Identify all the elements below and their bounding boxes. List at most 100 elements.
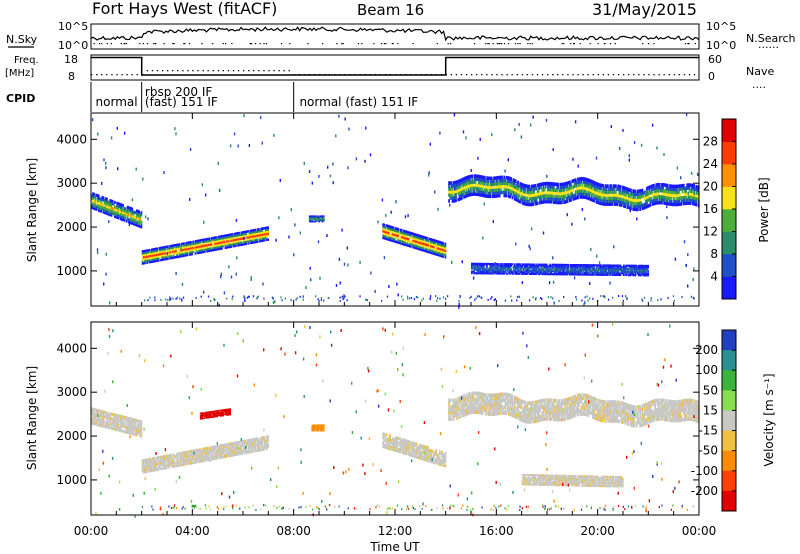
echo-cell — [614, 267, 617, 270]
echo-cell — [602, 273, 605, 276]
echo-cell — [132, 219, 135, 223]
echo-cell — [178, 253, 181, 256]
nsky-panel: N.Sky 10^5 10^0 10^5 10^0 N.Search .....… — [6, 20, 796, 52]
echo-cell — [236, 445, 238, 448]
echo-cell — [494, 194, 496, 198]
echo-cell — [101, 203, 104, 206]
echo-cell — [405, 239, 408, 242]
echo-cell — [625, 274, 628, 277]
nave-dot — [258, 70, 260, 72]
echo-speck — [552, 280, 555, 284]
echo-cell — [647, 195, 649, 199]
echo-cell — [536, 266, 539, 269]
echo-cell — [144, 460, 146, 464]
echo-cell — [99, 416, 101, 420]
echo-cell — [539, 197, 541, 202]
echo-cell — [547, 273, 549, 276]
echo-cell — [672, 190, 675, 195]
echo-cell — [477, 183, 479, 188]
echo-cell — [613, 269, 616, 272]
echo-speck — [243, 236, 245, 240]
echo-cell — [161, 461, 163, 464]
echo-cell — [595, 270, 598, 273]
echo-cell — [486, 269, 488, 272]
echo-cell — [510, 271, 512, 274]
echo-cell — [489, 179, 492, 184]
cpid-label: CPID — [6, 92, 35, 105]
echo-cell — [638, 271, 640, 274]
echo-cell — [182, 254, 184, 258]
echo-cell — [682, 186, 685, 191]
echo-cell — [411, 232, 413, 235]
echo-cell — [422, 244, 425, 248]
echo-cell — [575, 273, 578, 276]
echo-cell — [508, 185, 510, 189]
echo-cell — [509, 191, 511, 196]
echo-cell — [556, 270, 558, 273]
echo-speck — [633, 141, 636, 145]
echo-cell — [641, 266, 644, 269]
echo-cell — [156, 253, 159, 256]
echo-cell — [186, 251, 189, 255]
echo-cell — [581, 183, 584, 187]
echo-cell — [435, 248, 438, 252]
echo-cell — [661, 198, 663, 202]
echo-cell — [241, 237, 244, 240]
echo-cell — [154, 464, 157, 468]
echo-cell — [160, 467, 162, 471]
echo-cell — [318, 216, 320, 218]
echo-cell — [659, 197, 662, 202]
echo-cell — [657, 201, 660, 205]
echo-cell — [512, 190, 515, 194]
nave-dot — [602, 74, 604, 76]
echo-cell — [525, 196, 528, 200]
echo-cell — [483, 182, 486, 186]
echo-cell — [618, 269, 621, 272]
echo-speck — [355, 157, 358, 161]
echo-cell — [100, 207, 102, 211]
echo-cell — [582, 268, 585, 271]
echo-cell — [172, 459, 175, 462]
echo-cell — [617, 184, 620, 189]
echo-cell — [200, 452, 203, 455]
echo-cell — [653, 186, 655, 191]
echo-cell — [576, 267, 579, 270]
echo-cell — [531, 196, 533, 201]
nave-dot — [405, 74, 407, 76]
echo-cell — [560, 182, 563, 187]
echo-cell — [194, 457, 197, 460]
ground-scatter-speck — [320, 297, 323, 300]
echo-cell — [588, 193, 591, 198]
echo-cell — [666, 183, 669, 188]
echo-speck — [628, 154, 630, 158]
echo-cell — [602, 193, 605, 197]
echo-cell — [264, 228, 267, 232]
echo-cell — [590, 194, 593, 199]
echo-cell — [638, 195, 640, 199]
echo-cell — [424, 249, 427, 253]
echo-cell — [630, 200, 632, 205]
echo-cell — [482, 267, 485, 270]
echo-cell — [106, 200, 108, 203]
echo-cell — [665, 195, 668, 200]
echo-cell — [214, 455, 216, 458]
echo-cell — [595, 194, 598, 198]
echo-cell — [147, 462, 150, 465]
echo-cell — [510, 180, 513, 184]
cpid-segment-normal: normal — [96, 95, 138, 109]
echo-cell — [535, 271, 538, 274]
ground-scatter-speck — [243, 296, 245, 298]
echo-speck — [529, 247, 531, 251]
echo-cell — [243, 234, 245, 238]
echo-cell — [496, 179, 499, 183]
ground-scatter-speck — [244, 300, 246, 302]
echo-cell — [693, 199, 695, 203]
echo-cell — [492, 267, 495, 270]
ground-scatter-speck — [481, 296, 483, 299]
ground-scatter-speck — [660, 298, 662, 301]
echo-cell — [213, 248, 215, 252]
echo-cell — [267, 232, 269, 235]
echo-cell — [142, 459, 145, 462]
echo-cell — [124, 418, 127, 422]
